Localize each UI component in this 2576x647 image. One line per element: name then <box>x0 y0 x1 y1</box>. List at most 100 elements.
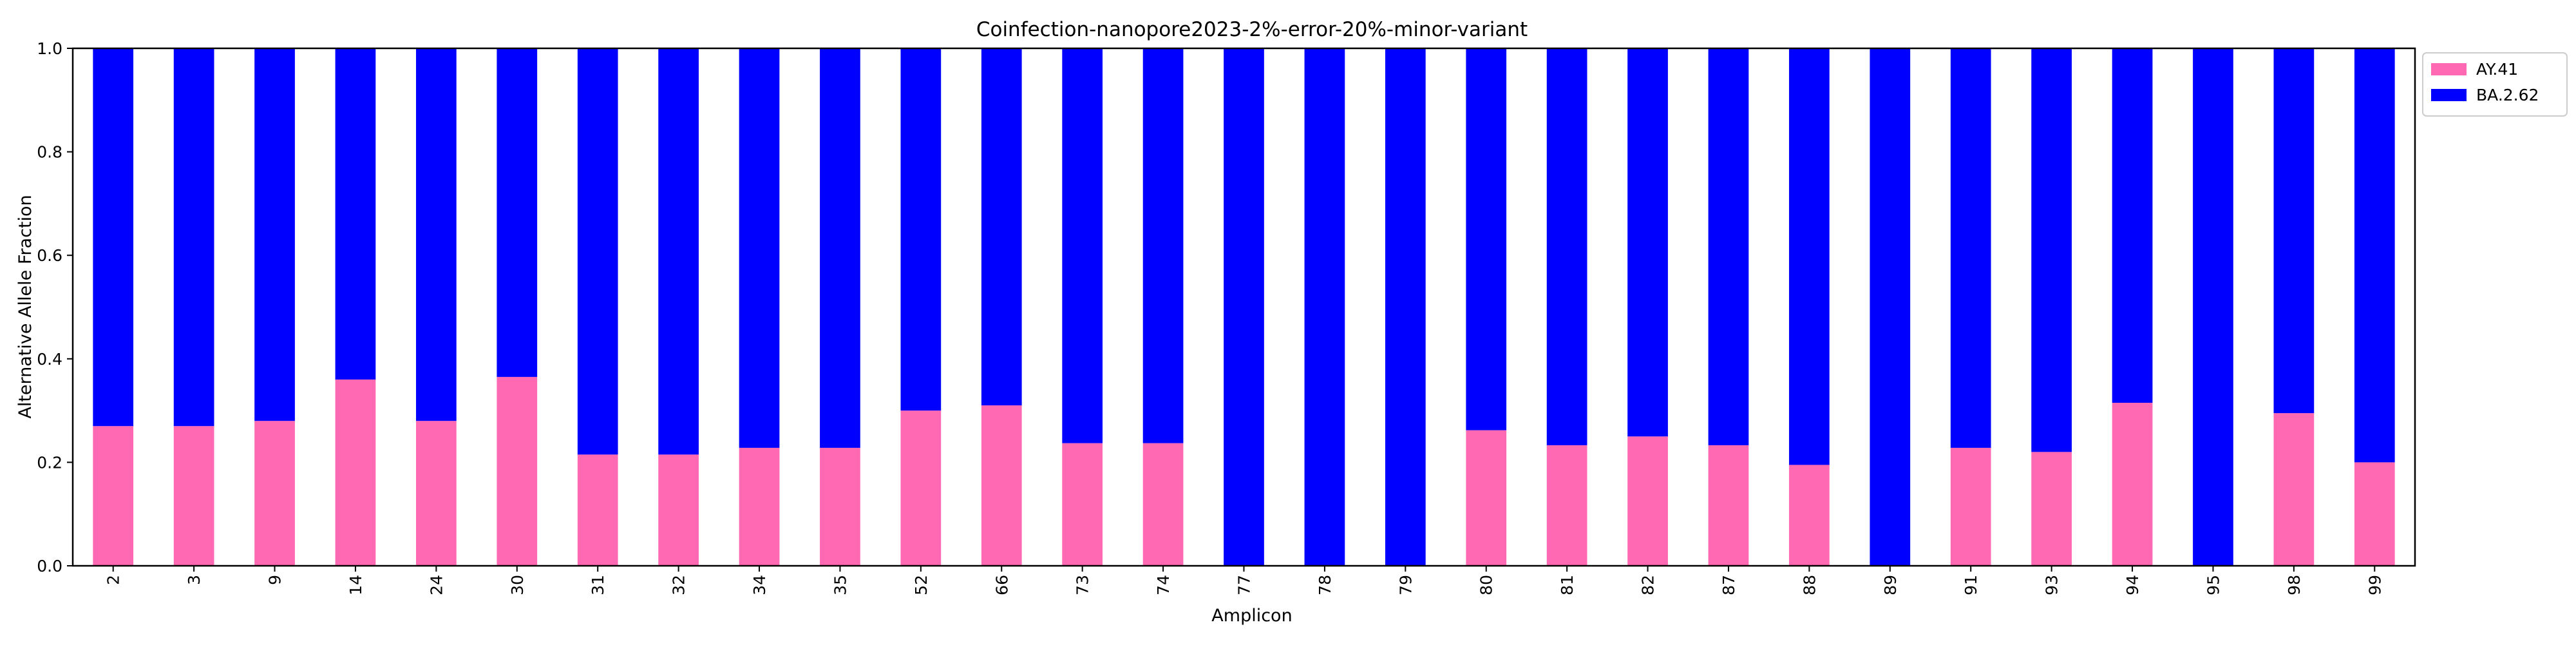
x-tick-label: 24 <box>427 575 446 595</box>
bar-ay41-88 <box>1789 465 1830 566</box>
x-tick-label: 2 <box>104 575 123 585</box>
x-tick-label: 88 <box>1800 575 1819 595</box>
bar-ba262-3 <box>173 48 214 427</box>
x-tick-label: 94 <box>2123 575 2142 595</box>
bar-ba262-34 <box>739 48 780 448</box>
bar-ay41-35 <box>820 447 860 566</box>
bar-ay41-82 <box>1627 436 1668 566</box>
bar-ba262-93 <box>2031 48 2072 452</box>
x-tick-label: 91 <box>1962 575 1980 595</box>
bar-ba262-94 <box>2112 48 2153 403</box>
x-tick-label: 73 <box>1074 575 1092 595</box>
chart-title: Coinfection-nanopore2023-2%-error-20%-mi… <box>976 18 1528 41</box>
legend-swatch-ay41 <box>2431 63 2467 75</box>
bar-ba262-95 <box>2193 48 2233 566</box>
x-tick-label: 35 <box>831 575 849 595</box>
x-axis-label: Amplicon <box>1211 606 1292 626</box>
bar-ay41-34 <box>739 447 780 566</box>
bar-ba262-78 <box>1304 48 1345 566</box>
x-tick-label: 89 <box>1881 575 1900 595</box>
legend: AY.41 BA.2.62 <box>2422 52 2568 117</box>
bar-ay41-87 <box>1708 445 1749 566</box>
bar-ba262-87 <box>1708 48 1749 445</box>
bar-ba262-9 <box>254 48 295 421</box>
bar-ay41-66 <box>981 405 1022 566</box>
bar-ba262-52 <box>900 48 942 411</box>
bar-ay41-24 <box>416 421 457 566</box>
x-tick-label: 34 <box>750 575 769 595</box>
bar-ba262-89 <box>1870 48 1911 566</box>
bar-ba262-35 <box>820 48 860 448</box>
bar-ba262-31 <box>577 48 618 455</box>
bar-ay41-73 <box>1062 443 1103 566</box>
x-tick-label: 32 <box>670 575 688 595</box>
x-tick-label: 31 <box>589 575 607 595</box>
bar-ba262-79 <box>1385 48 1426 566</box>
bar-ay41-98 <box>2273 413 2315 566</box>
bar-ay41-80 <box>1466 430 1507 566</box>
bar-ba262-14 <box>335 48 376 380</box>
y-tick-label: 0.2 <box>37 453 62 472</box>
bar-ba262-30 <box>497 48 538 377</box>
x-tick-label: 14 <box>346 575 365 595</box>
bar-ba262-77 <box>1224 48 1264 566</box>
x-tick-label: 93 <box>2043 575 2061 595</box>
x-axis: 2 3 9 14 24 30 31 32 34 35 52 66 73 74 77 78 79 80 81 82 87 8… <box>104 566 2384 595</box>
x-tick-label: 87 <box>1719 575 1738 595</box>
bar-ba262-74 <box>1142 48 1184 443</box>
bar-ba262-88 <box>1789 48 1830 465</box>
bar-ba262-2 <box>93 48 134 427</box>
x-tick-label: 66 <box>992 575 1011 595</box>
y-tick-label: 0.6 <box>37 246 62 265</box>
x-tick-label: 95 <box>2204 575 2222 595</box>
x-tick-label: 82 <box>1639 575 1658 595</box>
bar-ay41-32 <box>658 454 699 566</box>
bar-ay41-2 <box>93 426 134 566</box>
y-tick-label: 0.0 <box>37 557 62 575</box>
bar-ba262-81 <box>1546 48 1587 445</box>
bar-ay41-93 <box>2031 452 2072 566</box>
bar-ay41-30 <box>497 376 538 566</box>
bar-ay41-9 <box>254 421 295 566</box>
bars-layer <box>93 48 2395 566</box>
bar-ba262-82 <box>1627 48 1668 437</box>
legend-swatch-ba262 <box>2431 89 2467 101</box>
bar-ay41-99 <box>2354 462 2395 566</box>
x-tick-label: 99 <box>2365 575 2384 595</box>
x-tick-label: 98 <box>2285 575 2304 595</box>
y-tick-label: 0.8 <box>37 143 62 162</box>
bar-ba262-99 <box>2354 48 2395 463</box>
x-tick-label: 77 <box>1235 575 1254 595</box>
x-tick-label: 79 <box>1396 575 1415 595</box>
bar-ay41-3 <box>173 426 214 566</box>
y-tick-label: 1.0 <box>37 39 62 58</box>
bar-ba262-32 <box>658 48 699 455</box>
bar-ay41-14 <box>335 379 376 566</box>
bar-ba262-91 <box>1950 48 1991 448</box>
bar-ba262-73 <box>1062 48 1103 443</box>
bar-ay41-74 <box>1142 443 1184 566</box>
bar-ay41-91 <box>1950 447 1991 566</box>
bar-ay41-52 <box>900 410 942 566</box>
bar-ay41-31 <box>577 454 618 566</box>
bar-ba262-66 <box>981 48 1022 406</box>
x-tick-label: 74 <box>1154 575 1173 595</box>
legend-label-ay41: AY.41 <box>2476 60 2518 79</box>
x-tick-label: 30 <box>508 575 527 595</box>
bar-ay41-81 <box>1546 445 1587 566</box>
x-tick-label: 9 <box>266 575 285 585</box>
x-tick-label: 80 <box>1477 575 1496 595</box>
y-tick-label: 0.4 <box>37 350 62 369</box>
x-tick-label: 3 <box>185 575 204 585</box>
bar-ay41-94 <box>2112 403 2153 566</box>
bar-ba262-98 <box>2273 48 2315 414</box>
x-tick-label: 52 <box>912 575 931 595</box>
x-tick-label: 78 <box>1316 575 1334 595</box>
legend-label-ba262: BA.2.62 <box>2476 86 2539 104</box>
bar-ba262-24 <box>416 48 457 421</box>
bar-ba262-80 <box>1466 48 1507 430</box>
y-axis: 0.0 0.2 0.4 0.6 0.8 1.0 <box>37 39 73 575</box>
y-axis-label: Alternative Allele Fraction <box>15 195 35 418</box>
